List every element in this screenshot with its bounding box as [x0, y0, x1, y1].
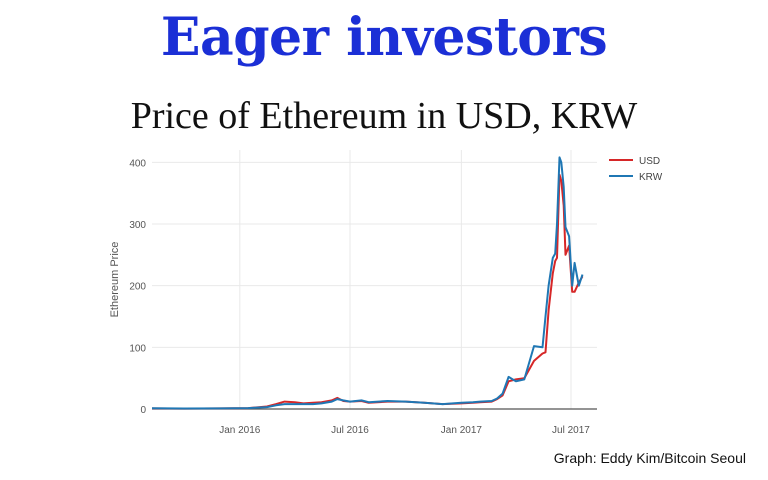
- y-tick-label: 100: [129, 343, 146, 354]
- headline: Eager investors: [160, 7, 608, 68]
- y-tick-label: 200: [129, 282, 146, 293]
- graph-credit: Graph: Eddy Kim/Bitcoin Seoul: [553, 450, 746, 466]
- axis-layer: 0 100 200 300 400 Jan 2016 Jul 2016 Jan 2017 Jul…: [109, 158, 597, 436]
- series-line-krw: [151, 156, 584, 410]
- y-tick-label: 400: [129, 158, 146, 169]
- series-line-usd: [151, 173, 584, 410]
- series-layer: [151, 156, 584, 410]
- legend-label-usd: USD: [639, 156, 660, 167]
- y-axis-title: Ethereum Price: [109, 242, 121, 318]
- x-tick-label: Jul 2016: [331, 425, 369, 436]
- legend: USD KRW: [609, 156, 663, 183]
- grid-layer: [152, 150, 597, 409]
- legend-label-krw: KRW: [639, 172, 663, 183]
- x-tick-label: Jan 2017: [441, 425, 483, 436]
- subheadline: Price of Ethereum in USD, KRW: [130, 95, 638, 137]
- x-tick-label: Jul 2017: [552, 425, 590, 436]
- x-tick-label: Jan 2016: [219, 425, 261, 436]
- y-tick-label: 0: [140, 405, 146, 416]
- y-tick-label: 300: [129, 220, 146, 231]
